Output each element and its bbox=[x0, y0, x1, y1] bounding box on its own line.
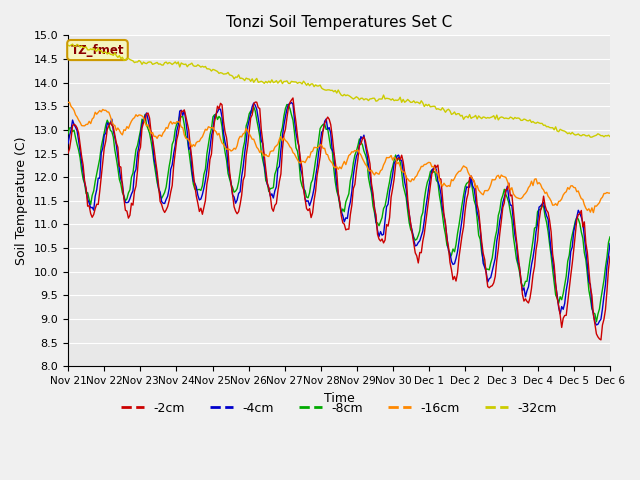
Legend: -2cm, -4cm, -8cm, -16cm, -32cm: -2cm, -4cm, -8cm, -16cm, -32cm bbox=[116, 396, 562, 420]
X-axis label: Time: Time bbox=[324, 392, 355, 405]
Y-axis label: Soil Temperature (C): Soil Temperature (C) bbox=[15, 137, 28, 265]
Text: TZ_fmet: TZ_fmet bbox=[71, 44, 124, 57]
Title: Tonzi Soil Temperatures Set C: Tonzi Soil Temperatures Set C bbox=[226, 15, 452, 30]
